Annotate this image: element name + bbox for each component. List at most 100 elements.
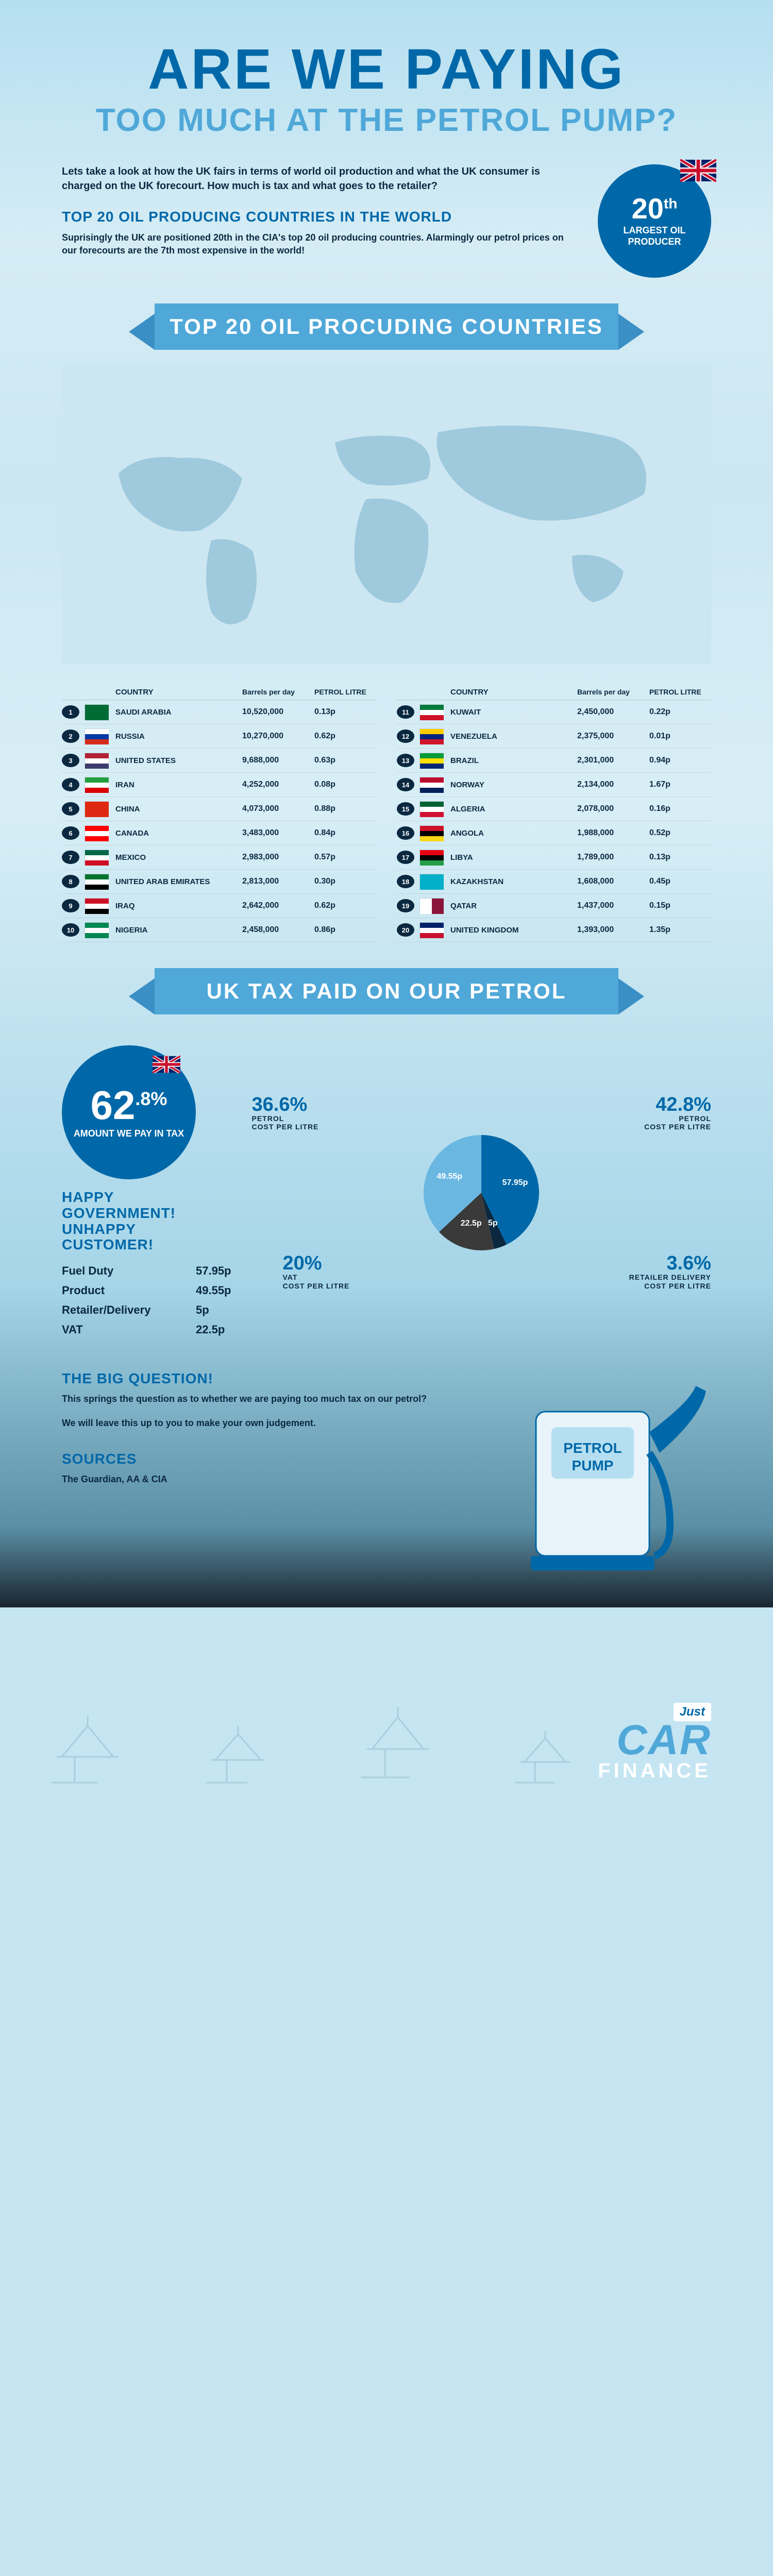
table-row: 13 BRAZIL 2,301,000 0.94p — [397, 749, 711, 773]
table-row: 10 NIGERIA 2,458,000 0.86p — [62, 918, 376, 942]
flag-icon — [85, 801, 108, 817]
callout-vat: 20% VAT COST PER LITRE — [283, 1253, 350, 1291]
flag-icon — [85, 753, 108, 768]
barrels-per-day: 2,450,000 — [577, 707, 649, 717]
petrol-litre: 0.13p — [314, 707, 376, 717]
barrels-per-day: 2,078,000 — [577, 804, 649, 814]
tax-label: AMOUNT WE PAY IN TAX — [74, 1128, 184, 1140]
barrels-per-day: 9,688,000 — [242, 756, 314, 765]
flag-icon — [85, 704, 108, 720]
country-name: UNITED STATES — [115, 756, 242, 765]
barrels-per-day: 10,270,000 — [242, 732, 314, 741]
petrol-litre: 0.62p — [314, 901, 376, 910]
world-map-svg — [77, 381, 696, 649]
table-row: 7 MEXICO 2,983,000 0.57p — [62, 845, 376, 870]
ribbon-uktax: UK TAX PAID ON OUR PETROL — [155, 968, 618, 1014]
country-name: KAZAKHSTAN — [450, 877, 577, 886]
country-name: IRAQ — [115, 902, 242, 910]
flag-icon — [419, 777, 443, 792]
svg-text:5p: 5p — [488, 1218, 498, 1227]
flag-icon — [85, 825, 108, 841]
flag-icon — [419, 922, 443, 938]
country-name: RUSSIA — [115, 732, 242, 741]
rank-badge: 19 — [397, 899, 414, 912]
petrol-pump-icon: PETROL PUMP — [515, 1370, 711, 1577]
pie-chart: 57.95p 5p 22.5p 49.55p 36.6% PETROL COST… — [252, 1095, 712, 1291]
table-row: 17 LIBYA 1,789,000 0.13p — [397, 845, 711, 870]
barrels-per-day: 4,252,000 — [242, 780, 314, 789]
badge-suffix: th — [664, 196, 677, 212]
cost-row: Retailer/Delivery5p — [62, 1300, 231, 1320]
svg-text:PUMP: PUMP — [572, 1458, 614, 1473]
country-name: MEXICO — [115, 853, 242, 862]
barrels-per-day: 4,073,000 — [242, 804, 314, 814]
table-row: 11 KUWAIT 2,450,000 0.22p — [397, 700, 711, 724]
callout-retailer: 3.6% RETAILER DELIVERY COST PER LITRE — [629, 1253, 711, 1291]
petrol-litre: 0.08p — [314, 780, 376, 789]
page-title-1: ARE WE PAYING — [62, 41, 711, 98]
country-name: NORWAY — [450, 781, 577, 789]
petrol-litre: 0.57p — [314, 853, 376, 862]
flag-icon — [85, 728, 108, 744]
cost-row: Fuel Duty57.95p — [62, 1261, 231, 1281]
petrol-litre: 0.62p — [314, 732, 376, 741]
rank-badge: 3 — [62, 754, 79, 767]
sources-text: The Guardian, AA & CIA — [62, 1472, 484, 1486]
flag-icon — [419, 874, 443, 889]
rank-badge: 1 — [62, 705, 79, 719]
barrels-per-day: 2,983,000 — [242, 853, 314, 862]
flag-icon — [419, 728, 443, 744]
uk-flag-icon — [153, 1056, 180, 1073]
rank-badge: 13 — [397, 754, 414, 767]
rank-badge: 2 — [62, 730, 79, 743]
petrol-litre: 0.84p — [314, 828, 376, 838]
svg-text:22.5p: 22.5p — [461, 1219, 482, 1228]
barrels-per-day: 1,393,000 — [577, 925, 649, 935]
table-row: 15 ALGERIA 2,078,000 0.16p — [397, 797, 711, 821]
uk-flag-icon — [680, 159, 716, 182]
barrels-per-day: 1,608,000 — [577, 877, 649, 886]
rank-badge: 7 — [62, 851, 79, 864]
petrol-litre: 0.45p — [649, 877, 711, 886]
table-row: 16 ANGOLA 1,988,000 0.52p — [397, 821, 711, 845]
svg-text:49.55p: 49.55p — [437, 1172, 463, 1181]
barrels-per-day: 2,301,000 — [577, 756, 649, 765]
petrol-litre: 0.88p — [314, 804, 376, 814]
flag-icon — [419, 850, 443, 865]
footer: Just CAR FINANCE — [0, 1607, 773, 1814]
flag-icon — [419, 753, 443, 768]
table-row: 2 RUSSIA 10,270,000 0.62p — [62, 724, 376, 749]
intro-body: Suprisingly the UK are positioned 20th i… — [62, 231, 577, 257]
rank-badge: 20th LARGEST OIL PRODUCER — [598, 164, 711, 278]
petrol-litre: 0.86p — [314, 925, 376, 935]
countries-table: COUNTRY Barrels per day PETROL LITRE 1 S… — [62, 685, 711, 942]
rank-badge: 9 — [62, 899, 79, 912]
petrol-litre: 0.22p — [649, 707, 711, 717]
svg-text:57.95p: 57.95p — [502, 1178, 528, 1187]
page-title-2: TOO MUCH AT THE PETROL PUMP? — [62, 102, 711, 139]
petrol-litre: 0.01p — [649, 732, 711, 741]
cost-breakdown: HAPPY GOVERNMENT! UNHAPPY CUSTOMER! Fuel… — [62, 1190, 231, 1340]
cost-row: VAT22.5p — [62, 1320, 231, 1340]
barrels-per-day: 1,437,000 — [577, 901, 649, 910]
table-row: 20 UNITED KINGDOM 1,393,000 1.35p — [397, 918, 711, 942]
flag-icon — [85, 850, 108, 865]
world-map — [62, 365, 711, 664]
country-name: BRAZIL — [450, 756, 577, 765]
country-name: NIGERIA — [115, 926, 242, 935]
petrol-litre: 0.13p — [649, 853, 711, 862]
country-name: QATAR — [450, 902, 577, 910]
petrol-litre: 1.35p — [649, 925, 711, 935]
intro-heading: TOP 20 OIL PRODUCING COUNTRIES IN THE WO… — [62, 209, 577, 225]
table-row: 6 CANADA 3,483,000 0.84p — [62, 821, 376, 845]
barrels-per-day: 2,458,000 — [242, 925, 314, 935]
callout-petrol-cost: 36.6% PETROL COST PER LITRE — [252, 1095, 319, 1132]
cost-row: Product49.55p — [62, 1281, 231, 1300]
table-row: 5 CHINA 4,073,000 0.88p — [62, 797, 376, 821]
barrels-per-day: 2,813,000 — [242, 877, 314, 886]
barrels-per-day: 10,520,000 — [242, 707, 314, 717]
rank-badge: 4 — [62, 778, 79, 791]
barrels-per-day: 1,988,000 — [577, 828, 649, 838]
svg-text:PETROL: PETROL — [563, 1440, 622, 1456]
country-name: KUWAIT — [450, 708, 577, 717]
